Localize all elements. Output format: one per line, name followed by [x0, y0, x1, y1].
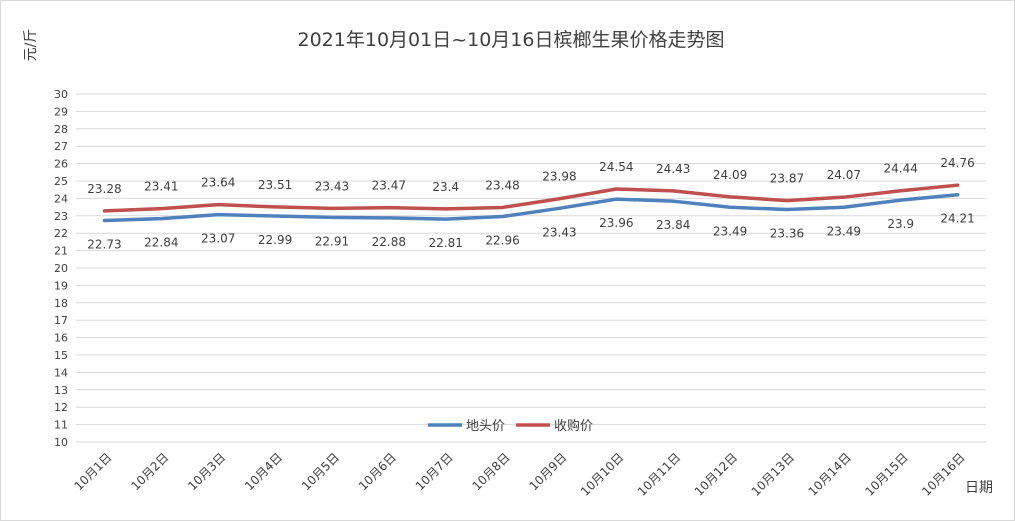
y-tick-label: 18 [54, 297, 68, 310]
data-label: 22.91 [315, 234, 349, 248]
x-tick-label: 10月14日 [805, 450, 853, 498]
y-tick-label: 28 [54, 123, 68, 136]
data-label: 22.88 [372, 235, 406, 249]
y-tick-label: 26 [54, 158, 68, 171]
x-tick-label: 10月7日 [413, 450, 456, 493]
x-tick-label: 10月11日 [635, 450, 683, 498]
y-tick-label: 11 [54, 419, 68, 432]
gridlines [76, 93, 986, 443]
series-line [102, 193, 960, 223]
legend-label: 收购价 [554, 418, 593, 434]
y-tick-label: 24 [54, 192, 68, 205]
chart-title: 2021年10月01日~10月16日槟榔生果价格走势图 [298, 29, 725, 51]
data-label: 23.84 [656, 218, 690, 232]
data-label: 23.49 [827, 224, 861, 238]
y-tick-label: 15 [54, 349, 68, 362]
y-tick-label: 22 [54, 227, 68, 240]
x-tick-label: 10月2日 [128, 450, 171, 493]
y-tick-label: 20 [54, 262, 68, 275]
data-label: 24.76 [940, 156, 974, 170]
data-label: 24.09 [713, 168, 747, 182]
data-label: 22.73 [87, 237, 121, 251]
data-label: 23.48 [485, 178, 519, 192]
x-tick-labels: 10月1日 10月2日 10月3日 10月4日 10月5日 10月6日 10月7日 10月8日… [71, 450, 967, 498]
y-tick-label: 29 [54, 105, 68, 118]
x-tick-label: 10月8日 [470, 450, 513, 493]
data-label: 23.43 [542, 225, 576, 239]
y-tick-label: 16 [54, 332, 68, 345]
data-label: 24.44 [884, 162, 918, 176]
x-tick-label: 10月9日 [526, 450, 569, 493]
data-label: 22.81 [429, 236, 463, 250]
data-label: 24.07 [827, 168, 861, 182]
data-label: 23.51 [258, 178, 292, 192]
x-tick-label: 10月1日 [71, 450, 114, 493]
y-tick-label: 14 [54, 366, 68, 379]
x-tick-label: 10月3日 [185, 450, 228, 493]
y-axis-label: 元/斤 [23, 29, 39, 62]
y-tick-label: 23 [54, 210, 68, 223]
data-label: 23.28 [87, 182, 121, 196]
data-label: 22.99 [258, 233, 292, 247]
series-lines [102, 183, 960, 223]
data-label: 22.96 [485, 233, 519, 247]
y-tick-label: 17 [54, 314, 68, 327]
data-label: 23.47 [372, 179, 406, 193]
data-label: 23.36 [770, 227, 804, 241]
data-label: 22.84 [144, 236, 178, 250]
data-label: 23.98 [542, 170, 576, 184]
data-label: 23.64 [201, 176, 235, 190]
y-tick-label: 12 [54, 401, 68, 414]
y-tick-label: 13 [54, 384, 68, 397]
data-label: 23.43 [315, 179, 349, 193]
x-tick-label: 10月10日 [578, 450, 626, 498]
x-axis-label: 日期 [965, 480, 993, 496]
y-tick-label: 10 [54, 436, 68, 449]
data-label: 24.54 [599, 160, 633, 174]
data-label: 23.49 [713, 224, 747, 238]
data-label: 24.43 [656, 162, 690, 176]
data-label: 23.96 [599, 216, 633, 230]
data-label: 24.21 [940, 212, 974, 226]
x-tick-label: 10月16日 [919, 450, 967, 498]
y-tick-label: 25 [54, 175, 68, 188]
legend: 地头价 收购价 [428, 418, 593, 434]
x-tick-label: 10月12日 [692, 450, 740, 498]
x-tick-label: 10月15日 [862, 450, 910, 498]
x-tick-label: 10月4日 [242, 450, 285, 493]
y-tick-labels: 10 11 12 13 14 15 16 17 18 19 20 21 22 23 24 25 26 27 28 29… [54, 88, 68, 449]
legend-label: 地头价 [466, 419, 505, 434]
x-tick-label: 10月6日 [356, 450, 399, 493]
x-tick-label: 10月13日 [749, 450, 797, 498]
data-label: 23.9 [887, 217, 914, 231]
x-tick-label: 10月5日 [299, 450, 342, 493]
y-tick-label: 21 [54, 245, 68, 258]
data-label: 23.41 [144, 180, 178, 194]
data-label: 23.87 [770, 172, 804, 186]
data-label: 23.07 [201, 232, 235, 246]
series-line [102, 183, 960, 213]
data-labels: 22.73 22.84 23.07 22.99 22.91 22.88 22.81 22.96… [87, 156, 974, 251]
y-tick-label: 19 [54, 279, 68, 292]
y-tick-label: 30 [54, 88, 68, 101]
y-tick-label: 27 [54, 140, 68, 153]
data-label: 23.4 [432, 180, 459, 194]
